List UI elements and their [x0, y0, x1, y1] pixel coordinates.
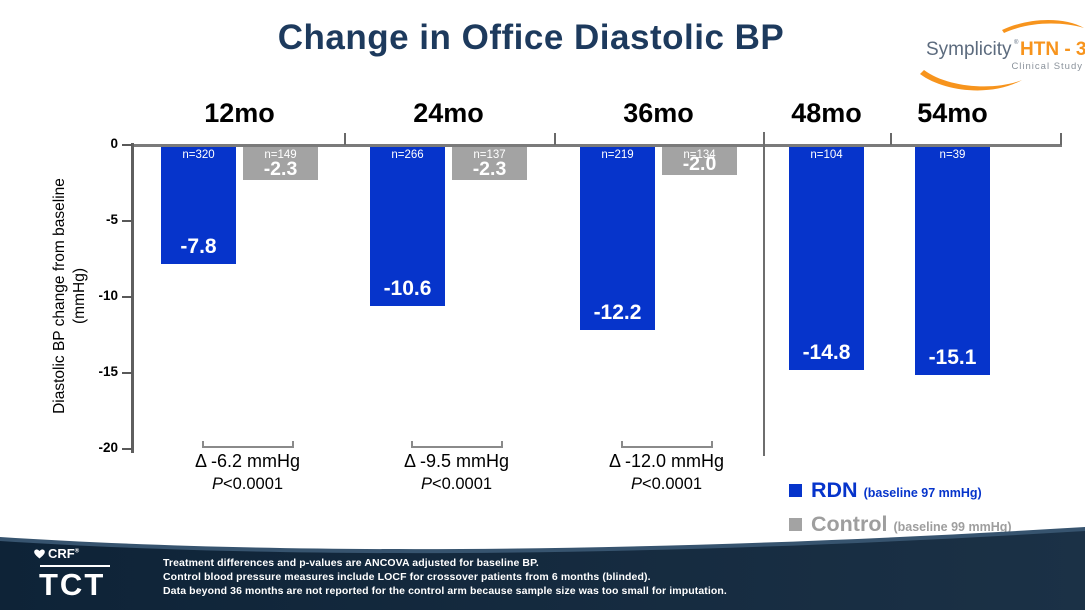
- page-title: Change in Office Diastolic BP: [277, 18, 785, 57]
- footnote-line: Treatment differences and p-values are A…: [163, 557, 539, 569]
- crf-heart-icon: [34, 549, 45, 559]
- bar-n-label: n=149: [264, 149, 297, 161]
- bar-value-label: -15.1: [928, 346, 977, 369]
- bar-control-12mo: n=149 -2.3: [243, 147, 318, 180]
- bar-control-36mo: n=134 -2.0: [662, 147, 737, 175]
- bar-value-label: -2.3: [472, 157, 507, 180]
- p-value: P<0.0001: [630, 475, 703, 493]
- delta-bracket: [201, 441, 294, 448]
- month-label-12mo: 12mo: [204, 98, 275, 128]
- bar-value-label: -2.3: [263, 157, 298, 180]
- y-tick: [122, 144, 132, 146]
- footnotes: Treatment differences and p-values are A…: [163, 556, 727, 598]
- brand-name: Symplicity: [926, 39, 1012, 60]
- crf-text: CRF: [48, 546, 75, 561]
- delta-bracket: [620, 441, 713, 448]
- footnote-line: Data beyond 36 months are not reported f…: [163, 585, 727, 597]
- y-tick-label: -15: [98, 364, 118, 379]
- p-value: P<0.0001: [211, 475, 284, 493]
- legend-baseline-note: (baseline 99 mmHg): [893, 520, 1012, 534]
- p-value: P<0.0001: [420, 475, 493, 493]
- bar-n-label: n=134: [683, 149, 716, 161]
- bar-rdn-24mo: n=266 -10.6: [370, 147, 445, 306]
- tct-text: TCT: [39, 567, 106, 602]
- bar-n-label: n=137: [473, 149, 506, 161]
- bar-control-24mo: n=137 -2.3: [452, 147, 527, 180]
- section-tick: [890, 133, 892, 145]
- y-axis-title-line1: Diastolic BP change from baseline: [51, 178, 68, 414]
- month-label-36mo: 36mo: [623, 98, 694, 128]
- crf-logo-row: CRF®: [33, 546, 79, 561]
- y-tick: [122, 372, 132, 374]
- y-tick: [122, 296, 132, 298]
- footnote-line: Control blood pressure measures include …: [163, 571, 651, 583]
- logo-swoosh-bottom-icon: [920, 70, 1022, 91]
- bar-rdn-36mo: n=219 -12.2: [580, 147, 655, 330]
- y-tick: [122, 448, 132, 450]
- axis-end-tick: [1060, 133, 1062, 145]
- bar-n-label: n=320: [182, 149, 215, 161]
- bar-value-label: -2.0: [682, 152, 717, 175]
- y-axis-line: [131, 143, 134, 453]
- delta-label: Δ -6.2 mmHg: [194, 451, 301, 471]
- section-tick: [554, 133, 556, 145]
- legend-item-control: Control (baseline 99 mmHg): [789, 512, 1012, 537]
- legend-swatch-icon: [789, 518, 802, 531]
- symplicity-logo: Symplicity ® HTN - 3 Clinical Study: [920, 19, 1085, 91]
- bar-rdn-48mo: n=104 -14.8: [789, 147, 864, 370]
- legend-baseline-note: (baseline 97 mmHg): [863, 486, 982, 500]
- crf-divider-line: [40, 565, 110, 567]
- footer-band: [0, 527, 1085, 610]
- bar-value-label: -12.2: [593, 301, 642, 324]
- bar-n-label: n=266: [391, 149, 424, 161]
- delta-label: Δ -9.5 mmHg: [403, 451, 510, 471]
- bar-n-label: n=39: [939, 149, 966, 161]
- y-tick: [122, 220, 132, 222]
- section-divider: [763, 132, 765, 456]
- brand-program: HTN - 3: [1020, 39, 1085, 60]
- chart-canvas: Diastolic BP change from baseline (mmHg)…: [51, 98, 1062, 493]
- bar-value-label: -14.8: [802, 341, 851, 364]
- y-tick-label: 0: [110, 136, 118, 151]
- y-tick-label: -20: [98, 440, 118, 455]
- brand-tagline: Clinical Study: [1011, 61, 1083, 72]
- bar-n-label: n=104: [810, 149, 843, 161]
- bar-n-label: n=219: [601, 149, 634, 161]
- bar-value-label: -7.8: [180, 235, 217, 258]
- legend-label: RDN: [811, 478, 858, 502]
- bar-rdn-12mo: n=320 -7.8: [161, 147, 236, 264]
- legend: RDN (baseline 97 mmHg) Control (baseline 99…: [789, 478, 1012, 546]
- delta-label: Δ -12.0 mmHg: [608, 451, 725, 471]
- bar-value-label: -10.6: [383, 277, 432, 300]
- y-tick-label: -5: [105, 212, 118, 227]
- crf-reg-mark: ®: [74, 548, 80, 555]
- legend-swatch-icon: [789, 484, 802, 497]
- legend-item-rdn: RDN (baseline 97 mmHg): [789, 478, 1012, 503]
- section-tick: [344, 133, 346, 145]
- month-label-24mo: 24mo: [413, 98, 484, 128]
- footer-swoosh-dark: [0, 531, 1085, 610]
- month-label-54mo: 54mo: [917, 98, 988, 128]
- month-label-48mo: 48mo: [791, 98, 862, 128]
- bar-rdn-54mo: n=39 -15.1: [915, 147, 990, 375]
- delta-bracket: [410, 441, 503, 448]
- brand-reg-mark: ®: [1014, 39, 1019, 46]
- y-tick-label: -10: [98, 288, 118, 303]
- x-axis-line: [131, 144, 1062, 147]
- legend-label: Control: [811, 512, 888, 536]
- logo-swoosh-top-icon: [1002, 19, 1084, 33]
